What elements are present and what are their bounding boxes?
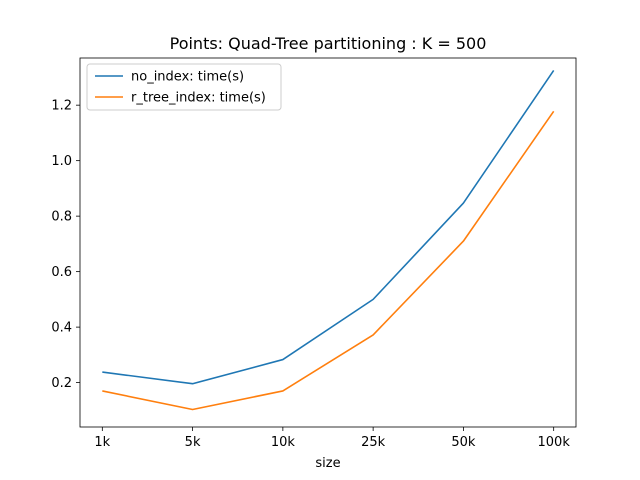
x-tick-label: 5k <box>185 435 201 450</box>
legend-box <box>86 63 282 111</box>
y-tick-label: 1.2 <box>51 99 72 114</box>
series-line-r-tree-index <box>102 110 555 411</box>
y-tick-label: 0.4 <box>51 321 72 336</box>
legend-label: no_index: time(s) <box>131 70 244 85</box>
x-tick-label: 25k <box>361 435 386 450</box>
plot-frame <box>79 57 577 428</box>
y-tick-label: 1.0 <box>51 154 72 169</box>
series-line-no-index <box>102 70 555 385</box>
y-tick-label: 0.8 <box>51 210 72 225</box>
y-tick-label: 0.6 <box>51 265 72 280</box>
y-tick-label: 0.2 <box>51 376 72 391</box>
legend-label: r_tree_index: time(s) <box>131 91 266 106</box>
x-tick-label: 50k <box>451 435 476 450</box>
x-tick-label: 10k <box>271 435 296 450</box>
chart-title: Points: Quad-Tree partitioning : K = 500 <box>170 34 487 53</box>
legend: no_index: time(s) r_tree_index: time(s) <box>86 63 282 111</box>
plot-area: 1k 5k 10k 25k 50k 100k 0.2 0.4 0.6 0.8 1.0 1.2 <box>51 57 577 450</box>
x-tick-label: 100k <box>538 435 571 450</box>
x-axis-label: size <box>315 456 340 471</box>
x-tick-label: 1k <box>94 435 110 450</box>
